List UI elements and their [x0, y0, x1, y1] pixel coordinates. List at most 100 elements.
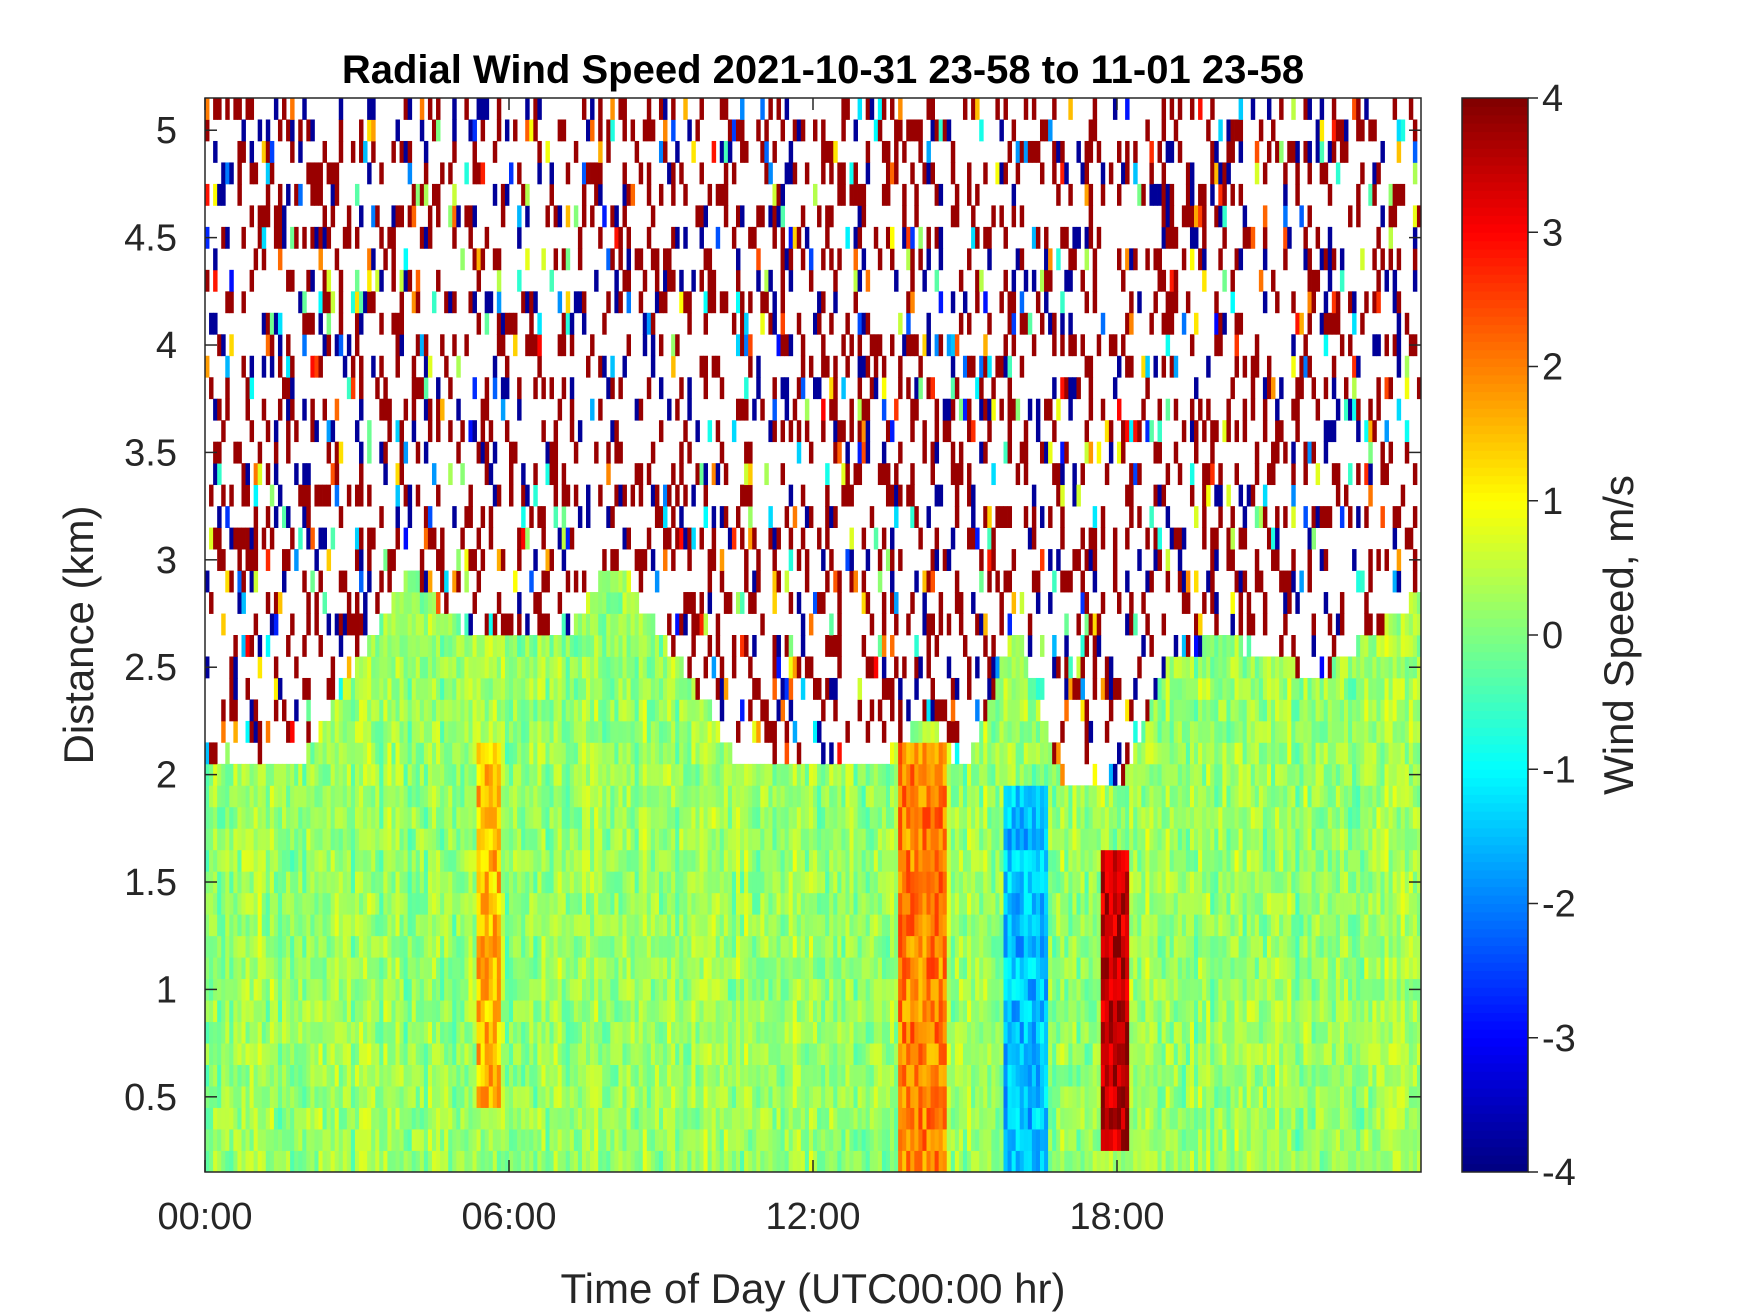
heatmap-cell — [282, 570, 287, 593]
heatmap-cell — [533, 806, 538, 829]
heatmap-cell — [367, 1064, 372, 1087]
heatmap-cell — [529, 1086, 534, 1108]
heatmap-cell — [658, 635, 664, 657]
heatmap-cell — [622, 1129, 627, 1151]
heatmap-cell — [740, 763, 745, 786]
heatmap-cell — [573, 914, 579, 937]
heatmap-cell — [217, 334, 222, 357]
heatmap-cell — [776, 849, 781, 872]
heatmap-cell — [253, 248, 259, 271]
heatmap-cell — [679, 892, 684, 915]
heatmap-cell — [545, 720, 550, 743]
heatmap-cell — [825, 957, 830, 980]
heatmap-cell — [642, 1107, 648, 1130]
heatmap-cell — [282, 828, 287, 851]
heatmap-cell — [423, 183, 429, 206]
heatmap-cell — [419, 377, 425, 400]
heatmap-cell — [521, 1129, 526, 1151]
heatmap-cell — [354, 269, 360, 292]
heatmap-cell — [622, 720, 627, 743]
heatmap-cell — [687, 742, 692, 765]
heatmap-cell — [586, 828, 591, 851]
heatmap-cell — [484, 291, 490, 314]
heatmap-cell — [650, 484, 656, 507]
heatmap-cell — [245, 1000, 250, 1023]
heatmap-cell — [695, 785, 700, 808]
heatmap-cell — [306, 119, 311, 142]
heatmap-cell — [217, 806, 222, 829]
heatmap-cell — [748, 226, 753, 249]
heatmap-cell — [533, 914, 538, 937]
heatmap-cell — [273, 935, 279, 958]
heatmap-cell — [399, 806, 405, 829]
heatmap-cell — [768, 1107, 773, 1130]
heatmap-cell — [476, 269, 482, 292]
heatmap-cell — [784, 677, 790, 700]
heatmap-cell — [602, 656, 607, 679]
heatmap-cell — [338, 1129, 344, 1151]
heatmap-cell — [496, 1107, 502, 1130]
heatmap-cell — [565, 699, 571, 722]
heatmap-cell — [440, 1064, 445, 1087]
heatmap-cell — [517, 763, 522, 786]
heatmap-cell — [813, 1086, 818, 1108]
heatmap-cell — [545, 205, 550, 228]
heatmap-cell — [431, 978, 437, 1001]
heatmap-cell — [650, 355, 656, 378]
heatmap-cell — [561, 957, 567, 980]
heatmap-cell — [825, 871, 830, 894]
heatmap-cell — [354, 1021, 360, 1044]
heatmap-cell — [517, 1064, 522, 1087]
heatmap-cell — [395, 1000, 400, 1023]
heatmap-cell — [452, 957, 457, 980]
heatmap-cell — [537, 613, 542, 636]
heatmap-cell — [837, 742, 842, 765]
heatmap-cell — [654, 828, 660, 851]
heatmap-cell — [756, 828, 761, 851]
heatmap-cell — [663, 742, 668, 765]
heatmap-cell — [375, 785, 380, 808]
heatmap-cell — [768, 892, 773, 915]
heatmap-cell — [217, 98, 222, 120]
heatmap-cell — [545, 1064, 550, 1087]
heatmap-cell — [249, 420, 255, 443]
heatmap-cell — [687, 592, 692, 614]
heatmap-cell — [249, 140, 255, 163]
heatmap-cell — [427, 570, 433, 593]
heatmap-cell — [841, 334, 846, 357]
heatmap-cell — [707, 269, 713, 292]
heatmap-cell — [687, 1043, 692, 1065]
heatmap-cell — [265, 763, 271, 786]
heatmap-cell — [411, 763, 417, 786]
heatmap-cell — [756, 914, 761, 937]
heatmap-cell — [606, 1107, 611, 1130]
heatmap-cell — [411, 613, 417, 636]
heatmap-cell — [460, 1150, 465, 1173]
heatmap-cell — [371, 248, 376, 271]
heatmap-cell — [509, 1064, 514, 1087]
heatmap-cell — [764, 871, 769, 894]
heatmap-cell — [472, 914, 477, 937]
heatmap-cell — [731, 978, 737, 1001]
heatmap-cell — [310, 1021, 315, 1044]
heatmap-cell — [691, 849, 696, 872]
heatmap-cell — [415, 957, 421, 980]
heatmap-cell — [273, 1107, 279, 1130]
heatmap-cell — [833, 1064, 838, 1087]
heatmap-cell — [436, 720, 441, 743]
heatmap-cell — [322, 1150, 327, 1173]
heatmap-cell — [760, 1043, 765, 1065]
heatmap-cell — [241, 1000, 246, 1023]
heatmap-cell — [387, 656, 392, 679]
heatmap-cell — [772, 914, 777, 937]
heatmap-cell — [606, 635, 611, 657]
heatmap-cell — [679, 1064, 684, 1087]
heatmap-cell — [768, 1150, 773, 1173]
heatmap-cell — [379, 1064, 384, 1087]
heatmap-cell — [683, 1107, 688, 1130]
heatmap-cell — [792, 162, 798, 185]
heatmap-cell — [371, 935, 376, 958]
heatmap-cell — [756, 269, 761, 292]
heatmap-cell — [719, 978, 725, 1001]
heatmap-cell — [294, 806, 299, 829]
